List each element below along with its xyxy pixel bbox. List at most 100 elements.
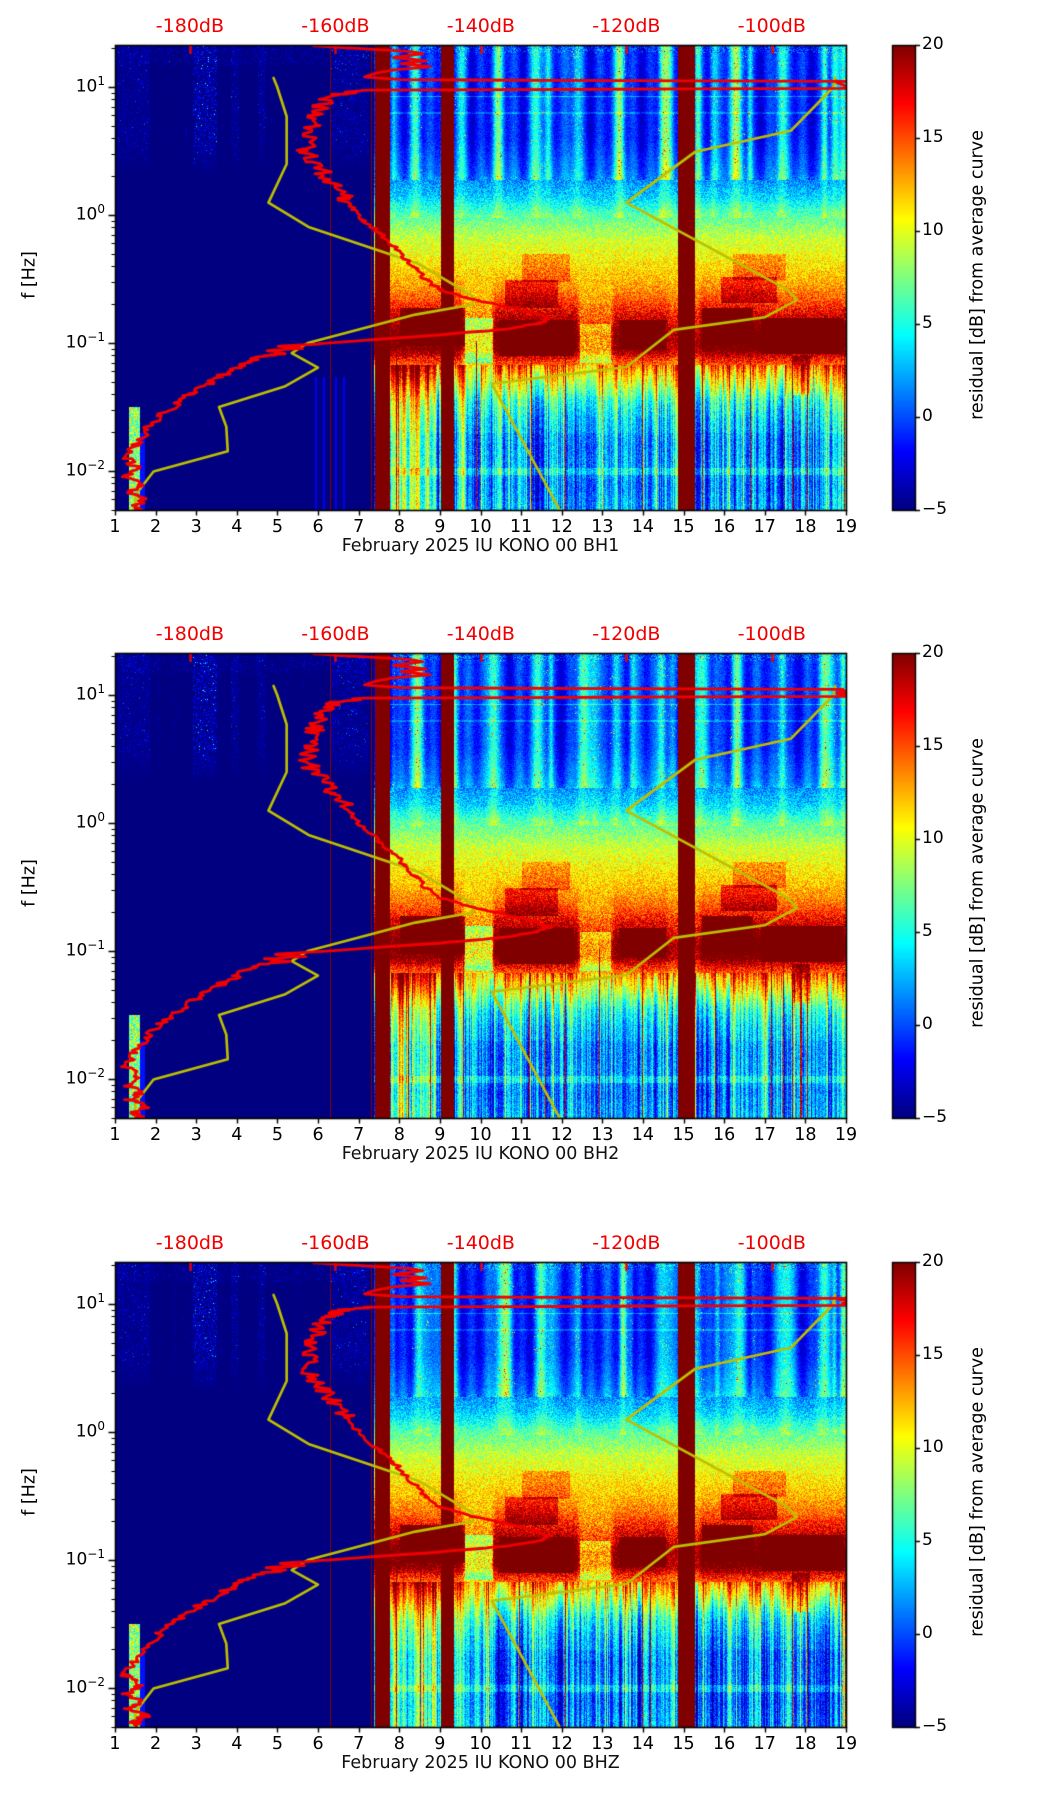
- x-tick-label: 14: [631, 1734, 655, 1754]
- x-tick-label: 11: [509, 517, 533, 537]
- y-tick-base: 10: [65, 332, 88, 353]
- x-tick-label: 15: [672, 1125, 695, 1145]
- top-db-label: -180dB: [155, 1232, 225, 1254]
- colorbar-tick-label: 5: [922, 313, 933, 333]
- colorbar-tick-label: 10: [922, 828, 944, 848]
- y-tick-exponent: 1: [97, 1290, 105, 1305]
- y-tick-label: 10−2: [43, 1066, 105, 1089]
- x-tick-label: 9: [434, 1125, 446, 1145]
- y-tick-label: 10−2: [43, 458, 105, 481]
- top-db-label: -180dB: [155, 623, 225, 645]
- spectrogram-canvas-bh2: [0, 608, 1052, 1216]
- x-tick-label: 14: [631, 1125, 655, 1145]
- x-tick-label: 15: [672, 1734, 695, 1754]
- colorbar-tick-label: 20: [922, 1251, 944, 1271]
- y-tick-exponent: −1: [87, 1547, 105, 1561]
- colorbar-tick-label: −5: [922, 1716, 948, 1736]
- y-tick-exponent: −1: [87, 330, 105, 344]
- x-tick-label: 5: [271, 517, 283, 537]
- x-tick-label: 6: [312, 517, 324, 537]
- y-tick-exponent: −2: [87, 458, 105, 473]
- colorbar-tick-label: 20: [922, 642, 944, 662]
- panel-bh1: f [Hz] residual [dB] from average curve …: [0, 0, 1052, 608]
- x-tick-label: 11: [509, 1734, 533, 1754]
- y-tick-exponent: 0: [97, 201, 105, 216]
- colorbar-tick-label: 5: [922, 1530, 933, 1550]
- y-tick-base: 10: [65, 1677, 88, 1698]
- x-tick-label: 19: [834, 1734, 858, 1754]
- y-tick-exponent: 1: [97, 681, 105, 696]
- x-tick-label: 12: [550, 517, 573, 537]
- x-tick-label: 8: [393, 1734, 405, 1754]
- x-tick-label: 7: [353, 517, 365, 537]
- y-tick-base: 10: [75, 204, 98, 225]
- y-tick-base: 10: [75, 1421, 98, 1442]
- x-tick-label: 9: [434, 517, 446, 537]
- x-tick-label: 17: [753, 1734, 776, 1754]
- colorbar-tick-label: 15: [922, 735, 944, 755]
- x-tick-label: 8: [393, 517, 405, 537]
- top-db-label: -160dB: [301, 623, 370, 645]
- top-db-label: -120dB: [592, 1232, 661, 1254]
- top-db-label: -100dB: [737, 1232, 806, 1254]
- colorbar-tick-label: 10: [922, 220, 944, 240]
- x-tick-label: 7: [353, 1125, 365, 1145]
- x-tick-label: 15: [672, 517, 695, 537]
- y-tick-label: 10−1: [43, 938, 105, 961]
- x-tick-label: 19: [834, 1125, 858, 1145]
- y-axis-label: f [Hz]: [19, 1468, 40, 1516]
- y-tick-base: 10: [65, 1068, 88, 1089]
- y-tick-label: 101: [43, 682, 105, 705]
- top-db-label: -140dB: [446, 15, 515, 37]
- panel-title: February 2025 IU KONO 00 BH1: [341, 536, 620, 556]
- y-axis-label: f [Hz]: [19, 859, 40, 907]
- colorbar-tick-label: 15: [922, 127, 944, 147]
- panel-bhz: f [Hz] residual [dB] from average curve …: [0, 1217, 1052, 1806]
- y-tick-label: 101: [43, 1291, 105, 1314]
- y-tick-label: 101: [43, 74, 105, 97]
- y-tick-label: 10−1: [43, 1547, 105, 1570]
- x-tick-label: 2: [150, 517, 162, 537]
- x-tick-label: 3: [190, 517, 202, 537]
- x-tick-label: 11: [509, 1125, 533, 1145]
- top-db-label: -160dB: [301, 1232, 370, 1254]
- x-tick-label: 1: [109, 1734, 121, 1754]
- y-tick-label: 100: [43, 1419, 105, 1442]
- y-tick-base: 10: [75, 1293, 98, 1314]
- colorbar-axis-label: residual [dB] from average curve: [967, 1347, 988, 1637]
- x-tick-label: 1: [109, 517, 121, 537]
- top-db-label: -120dB: [592, 623, 661, 645]
- colorbar-tick-label: −5: [922, 1107, 948, 1127]
- x-tick-label: 6: [312, 1734, 324, 1754]
- x-tick-label: 6: [312, 1125, 324, 1145]
- x-tick-label: 10: [469, 1734, 492, 1754]
- top-db-label: -100dB: [737, 15, 806, 37]
- y-tick-exponent: −1: [87, 938, 105, 952]
- x-tick-label: 10: [469, 1125, 492, 1145]
- x-tick-label: 3: [190, 1125, 202, 1145]
- x-tick-label: 4: [231, 1734, 243, 1754]
- x-tick-label: 12: [550, 1734, 573, 1754]
- x-tick-label: 5: [271, 1125, 283, 1145]
- x-tick-label: 17: [753, 1125, 776, 1145]
- x-tick-label: 16: [713, 517, 736, 537]
- colorbar-tick-label: 0: [922, 1014, 933, 1034]
- x-tick-label: 12: [550, 1125, 573, 1145]
- colorbar-tick-label: 5: [922, 921, 933, 941]
- colorbar-axis-label: residual [dB] from average curve: [967, 130, 988, 420]
- top-db-label: -120dB: [592, 15, 661, 37]
- x-tick-label: 7: [353, 1734, 365, 1754]
- colorbar-tick-label: 20: [922, 34, 944, 54]
- x-tick-label: 2: [150, 1734, 162, 1754]
- x-tick-label: 10: [469, 517, 492, 537]
- x-tick-label: 14: [631, 517, 655, 537]
- colorbar-axis-label: residual [dB] from average curve: [967, 738, 988, 1028]
- x-tick-label: 19: [834, 517, 858, 537]
- x-tick-label: 16: [713, 1734, 736, 1754]
- x-tick-label: 16: [713, 1125, 736, 1145]
- y-tick-base: 10: [65, 460, 88, 481]
- y-tick-exponent: 1: [97, 73, 105, 88]
- colorbar-tick-label: 10: [922, 1437, 944, 1457]
- x-tick-label: 3: [190, 1734, 202, 1754]
- spectrogram-canvas-bhz: [0, 1217, 1052, 1806]
